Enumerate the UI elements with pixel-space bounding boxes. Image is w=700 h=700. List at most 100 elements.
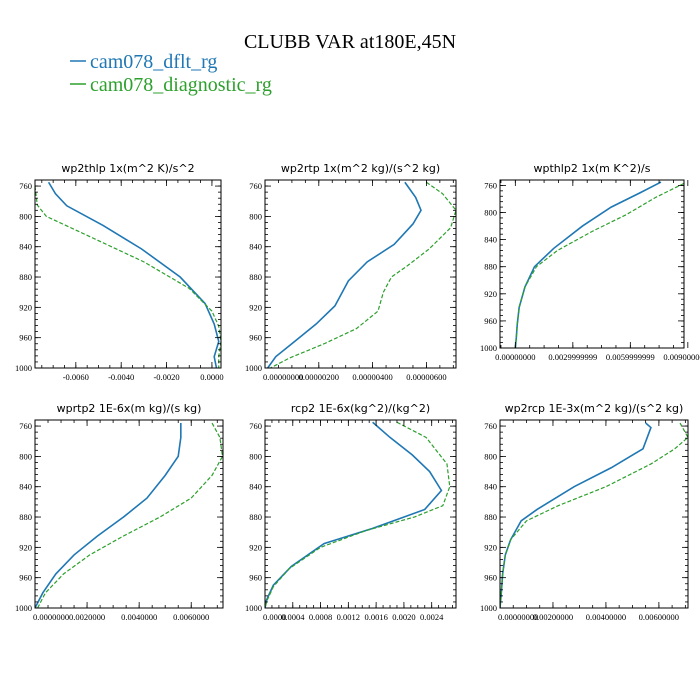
y-tick-label: 840 (19, 482, 32, 492)
y-tick-label: 760 (19, 181, 32, 191)
x-tick-label: 0.00000000 (498, 612, 538, 622)
series-group (500, 422, 688, 608)
x-tick-label: 0.0060000 (173, 612, 209, 622)
panel-title: wp2thlp 1x(m^2 K)/s^2 (61, 162, 194, 175)
legend: cam078_dflt_rg cam078_diagnostic_rg (70, 51, 272, 96)
panel-title: wp2rtp 1x(m^2 kg)/(s^2 kg) (281, 162, 440, 175)
y-tick-label: 880 (484, 262, 497, 272)
plot-frame (499, 179, 685, 349)
y-tick-label: 800 (19, 211, 32, 221)
panel-6: wp2rcp 1E-3x(m^2 kg)/(s^2 kg) 760 800 840 88… (480, 402, 689, 622)
series-line-dflt (267, 181, 422, 368)
y-tick-label: 760 (19, 421, 32, 431)
series-group (267, 181, 456, 368)
y-tick-label: 800 (484, 451, 497, 461)
y-tick-label: 840 (484, 482, 497, 492)
series-line-diagnostic (35, 185, 221, 368)
x-tick-label: 0.0008 (309, 612, 332, 622)
x-tick-label: 0.00000000 (495, 352, 535, 362)
series-line-diagnostic (37, 422, 223, 608)
y-tick-label: 760 (484, 421, 497, 431)
y-tick-label: 920 (484, 289, 497, 299)
y-tick-label: 1000 (245, 363, 262, 373)
x-tick-label: 0.0029999999 (548, 352, 597, 362)
x-tick-label: 0.0000 (263, 612, 286, 622)
y-tick-label: 880 (484, 512, 497, 522)
series-group (35, 422, 223, 608)
x-tick-label: -0.0040 (108, 372, 134, 382)
x-tick-label: 0.00400000 (586, 612, 626, 622)
y-tick-label: 840 (249, 482, 262, 492)
x-tick-label: 0.0090000000 (663, 352, 700, 362)
y-tick-label: 800 (249, 451, 262, 461)
x-tick-label: 0.0059999999 (606, 352, 655, 362)
panel-title: wprtp2 1E-6x(m kg)/(s kg) (57, 402, 202, 415)
panel-2: wp2rtp 1x(m^2 kg)/(s^2 kg) 760 800 840 880 92… (245, 162, 457, 382)
y-tick-label: 880 (19, 272, 32, 282)
panel-1: wp2thlp 1x(m^2 K)/s^2 760 800 840 880 920 960 1… (15, 162, 224, 382)
series-line-diagnostic (270, 181, 456, 368)
panel-title: wp2rcp 1E-3x(m^2 kg)/(s^2 kg) (505, 402, 684, 415)
series-line-dflt (47, 181, 220, 368)
series-line-dflt (265, 421, 443, 608)
y-tick-label: 1000 (15, 363, 32, 373)
x-tick-label: 0.0000 (200, 372, 223, 382)
y-tick-label: 800 (19, 451, 32, 461)
legend-label-diagnostic: cam078_diagnostic_rg (90, 74, 272, 96)
y-tick-label: 840 (19, 242, 32, 252)
y-tick-label: 760 (249, 421, 262, 431)
y-tick-label: 960 (19, 333, 32, 343)
y-tick-label: 1000 (480, 343, 497, 353)
x-tick-label: -0.0060 (63, 372, 89, 382)
panel-5: rcp2 1E-6x(kg^2)/(kg^2) 760 800 840 880 920 96… (245, 402, 457, 622)
legend-entry-dflt: cam078_dflt_rg (70, 51, 217, 73)
x-tick-label: 0.0040000 (121, 612, 157, 622)
plot-frame (34, 179, 222, 369)
plot-frame (34, 419, 224, 609)
y-tick-label: 840 (484, 235, 497, 245)
panel-title: wpthlp2 1x(m K^2)/s (534, 162, 651, 175)
panel-4: wprtp2 1E-6x(m kg)/(s kg) 760 800 840 880 920… (15, 402, 224, 622)
series-line-dflt (500, 422, 652, 608)
x-tick-label: -0.0020 (153, 372, 179, 382)
plot-frame (499, 419, 689, 609)
y-tick-label: 840 (249, 242, 262, 252)
panel-3: wpthlp2 1x(m K^2)/s 760 800 840 880 920 960 100… (480, 162, 700, 362)
panel-title: rcp2 1E-6x(kg^2)/(kg^2) (291, 402, 430, 415)
x-tick-label: 0.00000400 (352, 372, 392, 382)
y-tick-label: 920 (19, 542, 32, 552)
y-tick-label: 760 (484, 180, 497, 190)
y-tick-label: 1000 (15, 603, 32, 613)
x-tick-label: 0.00600000 (639, 612, 679, 622)
y-tick-label: 960 (249, 333, 262, 343)
y-tick-label: 960 (249, 573, 262, 583)
y-tick-label: 960 (484, 573, 497, 583)
x-tick-label: 0.0020 (392, 612, 415, 622)
x-tick-label: 0.0004 (281, 612, 305, 622)
series-group (514, 181, 684, 348)
y-tick-label: 880 (249, 512, 262, 522)
x-tick-label: 0.0020000 (69, 612, 105, 622)
series-line-diagnostic (265, 421, 451, 608)
y-tick-label: 800 (249, 211, 262, 221)
series-line-diagnostic (500, 422, 688, 608)
plot-frame (264, 179, 457, 369)
x-tick-label: 0.00000200 (299, 372, 339, 382)
series-group (35, 181, 221, 368)
y-tick-label: 1000 (245, 603, 262, 613)
y-tick-label: 1000 (480, 603, 497, 613)
y-tick-label: 880 (19, 512, 32, 522)
y-tick-label: 920 (249, 542, 262, 552)
x-tick-label: 0.0024 (420, 612, 444, 622)
x-tick-label: 0.00200000 (533, 612, 573, 622)
legend-entry-diagnostic: cam078_diagnostic_rg (70, 74, 272, 96)
y-tick-label: 960 (484, 316, 497, 326)
y-tick-label: 920 (19, 302, 32, 312)
x-tick-label: 0.0012 (337, 612, 360, 622)
x-tick-label: 0.00000000 (263, 372, 303, 382)
series-line-dflt (35, 423, 182, 608)
panels: wp2thlp 1x(m^2 K)/s^2 760 800 840 880 920 960 1… (15, 162, 700, 622)
y-tick-label: 880 (249, 272, 262, 282)
y-tick-label: 800 (484, 208, 497, 218)
